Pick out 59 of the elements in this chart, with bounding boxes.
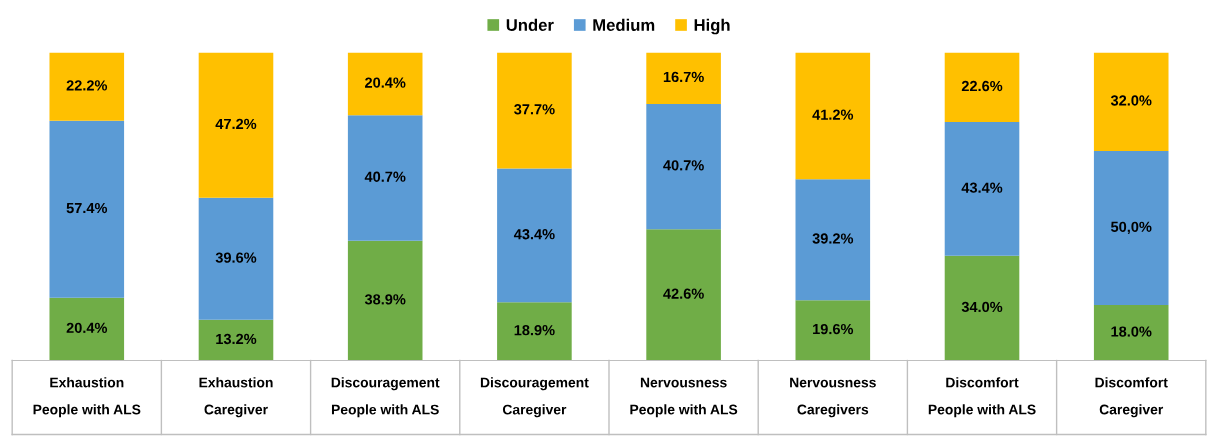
category-label: Nervousness People with ALS [630,377,738,418]
bar [347,240,423,361]
data-label: 37.7% [514,104,555,115]
x-tick-label: Discouragement People with ALS [331,377,440,418]
bar [1093,52,1169,152]
category-label: Discomfort Caregiver [1095,377,1168,418]
legend-label: High [694,18,730,35]
data-label: 50,0% [1110,221,1152,235]
bar [198,197,274,320]
bar [49,297,125,361]
bar [497,302,572,361]
bar [795,179,871,301]
legend-label: Medium [593,18,655,31]
bar [1093,305,1169,361]
bar [198,319,274,361]
data-label: 22.2% [66,80,108,91]
bar [944,52,1020,123]
data-label: 40.7% [663,160,704,171]
x-tick-label: Discouragement Caregiver [480,377,589,418]
category-label: Nervousness Caregivers [790,377,876,418]
bar [347,115,423,241]
category-label: Discomfort People with ALS [928,377,1036,418]
bar [49,120,125,298]
data-label: 42.6% [663,288,704,299]
data-label: 20.4% [365,77,406,88]
data-label: 39.2% [812,233,854,244]
data-label: 39.6% [215,252,257,263]
category-label: Exhaustion Caregiver [199,377,273,418]
data-label: 22.6% [961,80,1003,92]
data-label: 40.7% [364,171,406,182]
bar [646,103,721,230]
data-label: 47.2% [215,118,257,130]
data-label: 57.4% [66,202,108,214]
bar [1093,151,1169,306]
bar [49,52,125,121]
bar [347,52,423,116]
data-label: 13.2% [216,333,257,345]
data-label: 19.6% [813,323,854,335]
bar [795,52,871,180]
bar [646,229,721,361]
data-label: 34.0% [961,301,1003,313]
bar [646,52,721,104]
data-label: 41.2% [812,109,854,120]
legend-label: Under [506,18,554,31]
data-label: 18.9% [514,325,555,336]
data-label: 16.7% [663,71,704,83]
data-label: 18.0% [1111,326,1152,337]
data-label: 38.9% [364,294,406,305]
bar [497,52,572,169]
bar [795,300,871,361]
bar [198,52,274,198]
bar [497,168,572,303]
bar [944,122,1020,256]
data-label: 32.0% [1110,95,1152,106]
data-label: 43.4% [961,182,1003,193]
bar [944,255,1020,361]
data-label: 43.4% [513,229,555,240]
category-label: Exhaustion People with ALS [33,377,141,418]
data-label: 20.4% [66,322,108,334]
